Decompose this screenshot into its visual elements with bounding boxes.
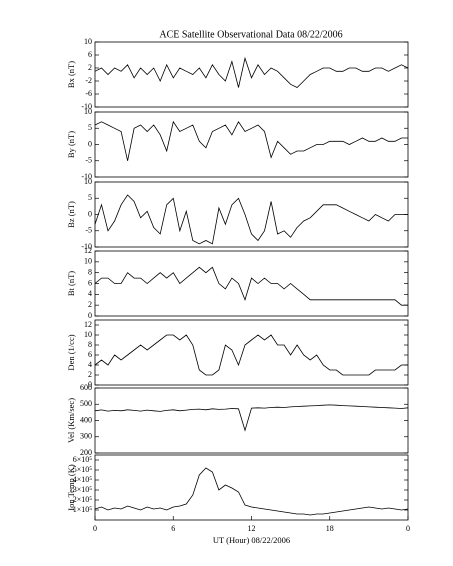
panel-frame bbox=[94, 319, 409, 386]
y-tick-label: 8 bbox=[88, 267, 92, 276]
y-tick-label: -5 bbox=[85, 156, 92, 165]
x-tick-label: 18 bbox=[326, 524, 334, 533]
y-tick-label: 6 bbox=[88, 350, 92, 359]
y-tick-label: 10 bbox=[84, 177, 92, 186]
y-tick-label: 500 bbox=[80, 399, 92, 408]
y-axis-label: Den (1/cc) bbox=[66, 334, 76, 370]
y-tick-label: -2 bbox=[85, 76, 92, 85]
y-tick-label: 6 bbox=[88, 50, 92, 59]
y-axis-label: By (nT) bbox=[66, 131, 76, 158]
y-tick-label: 10 bbox=[84, 257, 92, 266]
x-tick-label: 0 bbox=[93, 524, 97, 533]
y-tick-label: 8 bbox=[88, 340, 92, 349]
x-tick-label: 6 bbox=[171, 524, 175, 533]
y-tick-label: -10 bbox=[81, 242, 92, 251]
y-tick-label: 2 bbox=[88, 63, 92, 72]
y-tick-label: -10 bbox=[81, 102, 92, 111]
y-tick-label: 6×10⁵ bbox=[73, 455, 93, 464]
y-tick-label: 10 bbox=[84, 330, 92, 339]
y-tick-label: 5 bbox=[88, 123, 92, 132]
y-tick-label: -6 bbox=[85, 89, 92, 98]
y-axis-label: Bt (nT) bbox=[66, 271, 76, 296]
y-tick-label: 6 bbox=[88, 278, 92, 287]
y-axis-label: Vel (Km/sec) bbox=[66, 398, 76, 443]
y-tick-label: 2×10⁵ bbox=[73, 495, 93, 504]
x-axis-label: UT (Hour) 08/22/2006 bbox=[213, 535, 290, 545]
y-tick-label: 0 bbox=[88, 380, 92, 389]
data-line bbox=[94, 56, 409, 88]
y-tick-label: 1×10⁵ bbox=[73, 505, 93, 514]
y-tick-label: 300 bbox=[80, 432, 92, 441]
chart-title: ACE Satellite Observational Data 08/22/2… bbox=[159, 29, 342, 40]
x-tick-label: 12 bbox=[248, 524, 256, 533]
y-tick-label: -10 bbox=[81, 172, 92, 181]
y-tick-label: 5×10⁵ bbox=[73, 465, 93, 474]
y-tick-label: 4 bbox=[88, 289, 92, 298]
y-tick-label: 4 bbox=[88, 360, 92, 369]
y-tick-label: 2 bbox=[88, 370, 92, 379]
y-tick-label: 2 bbox=[88, 300, 92, 309]
y-tick-label: 10 bbox=[84, 107, 92, 116]
y-tick-label: 10 bbox=[84, 37, 92, 46]
y-tick-label: 600 bbox=[80, 383, 92, 392]
data-line bbox=[94, 404, 409, 432]
data-line bbox=[94, 120, 408, 161]
y-tick-label: 12 bbox=[84, 246, 92, 255]
y-tick-label: 12 bbox=[84, 320, 92, 329]
y-tick-label: 0 bbox=[88, 139, 92, 148]
y-tick-label: 3×10⁵ bbox=[73, 485, 93, 494]
y-tick-label: 200 bbox=[80, 448, 92, 457]
data-line bbox=[94, 467, 409, 516]
y-tick-label: 0 bbox=[88, 209, 92, 218]
x-tick-label: 0 bbox=[406, 524, 410, 533]
y-tick-label: 5 bbox=[88, 193, 92, 202]
y-tick-label: 4×10⁵ bbox=[73, 475, 93, 484]
y-tick-label: 0 bbox=[88, 311, 92, 320]
y-axis-label: Bx (nT) bbox=[66, 61, 76, 88]
data-line bbox=[94, 334, 408, 376]
panel-frame bbox=[94, 41, 409, 108]
y-tick-label: -5 bbox=[85, 226, 92, 235]
data-line bbox=[94, 194, 408, 245]
y-tick-label: 400 bbox=[80, 415, 92, 424]
data-line bbox=[94, 266, 408, 306]
y-axis-label: Bz (nT) bbox=[66, 201, 76, 228]
y-axis-label: Ion Temp (K) bbox=[66, 464, 76, 511]
